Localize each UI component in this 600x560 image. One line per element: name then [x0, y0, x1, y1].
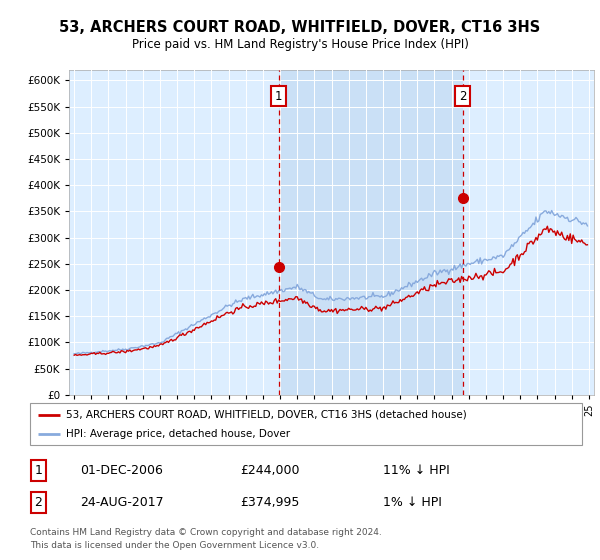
- Bar: [278, 70, 463, 395]
- Text: £244,000: £244,000: [240, 464, 299, 477]
- Text: This data is licensed under the Open Government Licence v3.0.: This data is licensed under the Open Gov…: [30, 541, 319, 550]
- Text: £374,995: £374,995: [240, 496, 299, 509]
- Text: 01-DEC-2006: 01-DEC-2006: [80, 464, 163, 477]
- Text: 1: 1: [275, 90, 283, 102]
- Text: HPI: Average price, detached house, Dover: HPI: Average price, detached house, Dove…: [66, 429, 290, 439]
- Text: 2: 2: [34, 496, 42, 509]
- Text: 53, ARCHERS COURT ROAD, WHITFIELD, DOVER, CT16 3HS: 53, ARCHERS COURT ROAD, WHITFIELD, DOVER…: [59, 21, 541, 35]
- Text: 24-AUG-2017: 24-AUG-2017: [80, 496, 163, 509]
- FancyBboxPatch shape: [30, 403, 582, 445]
- Text: 2: 2: [459, 90, 466, 102]
- Text: 53, ARCHERS COURT ROAD, WHITFIELD, DOVER, CT16 3HS (detached house): 53, ARCHERS COURT ROAD, WHITFIELD, DOVER…: [66, 409, 467, 419]
- Text: 11% ↓ HPI: 11% ↓ HPI: [383, 464, 450, 477]
- Text: 1: 1: [34, 464, 42, 477]
- Text: Price paid vs. HM Land Registry's House Price Index (HPI): Price paid vs. HM Land Registry's House …: [131, 38, 469, 52]
- Text: 1% ↓ HPI: 1% ↓ HPI: [383, 496, 442, 509]
- Text: Contains HM Land Registry data © Crown copyright and database right 2024.: Contains HM Land Registry data © Crown c…: [30, 528, 382, 537]
